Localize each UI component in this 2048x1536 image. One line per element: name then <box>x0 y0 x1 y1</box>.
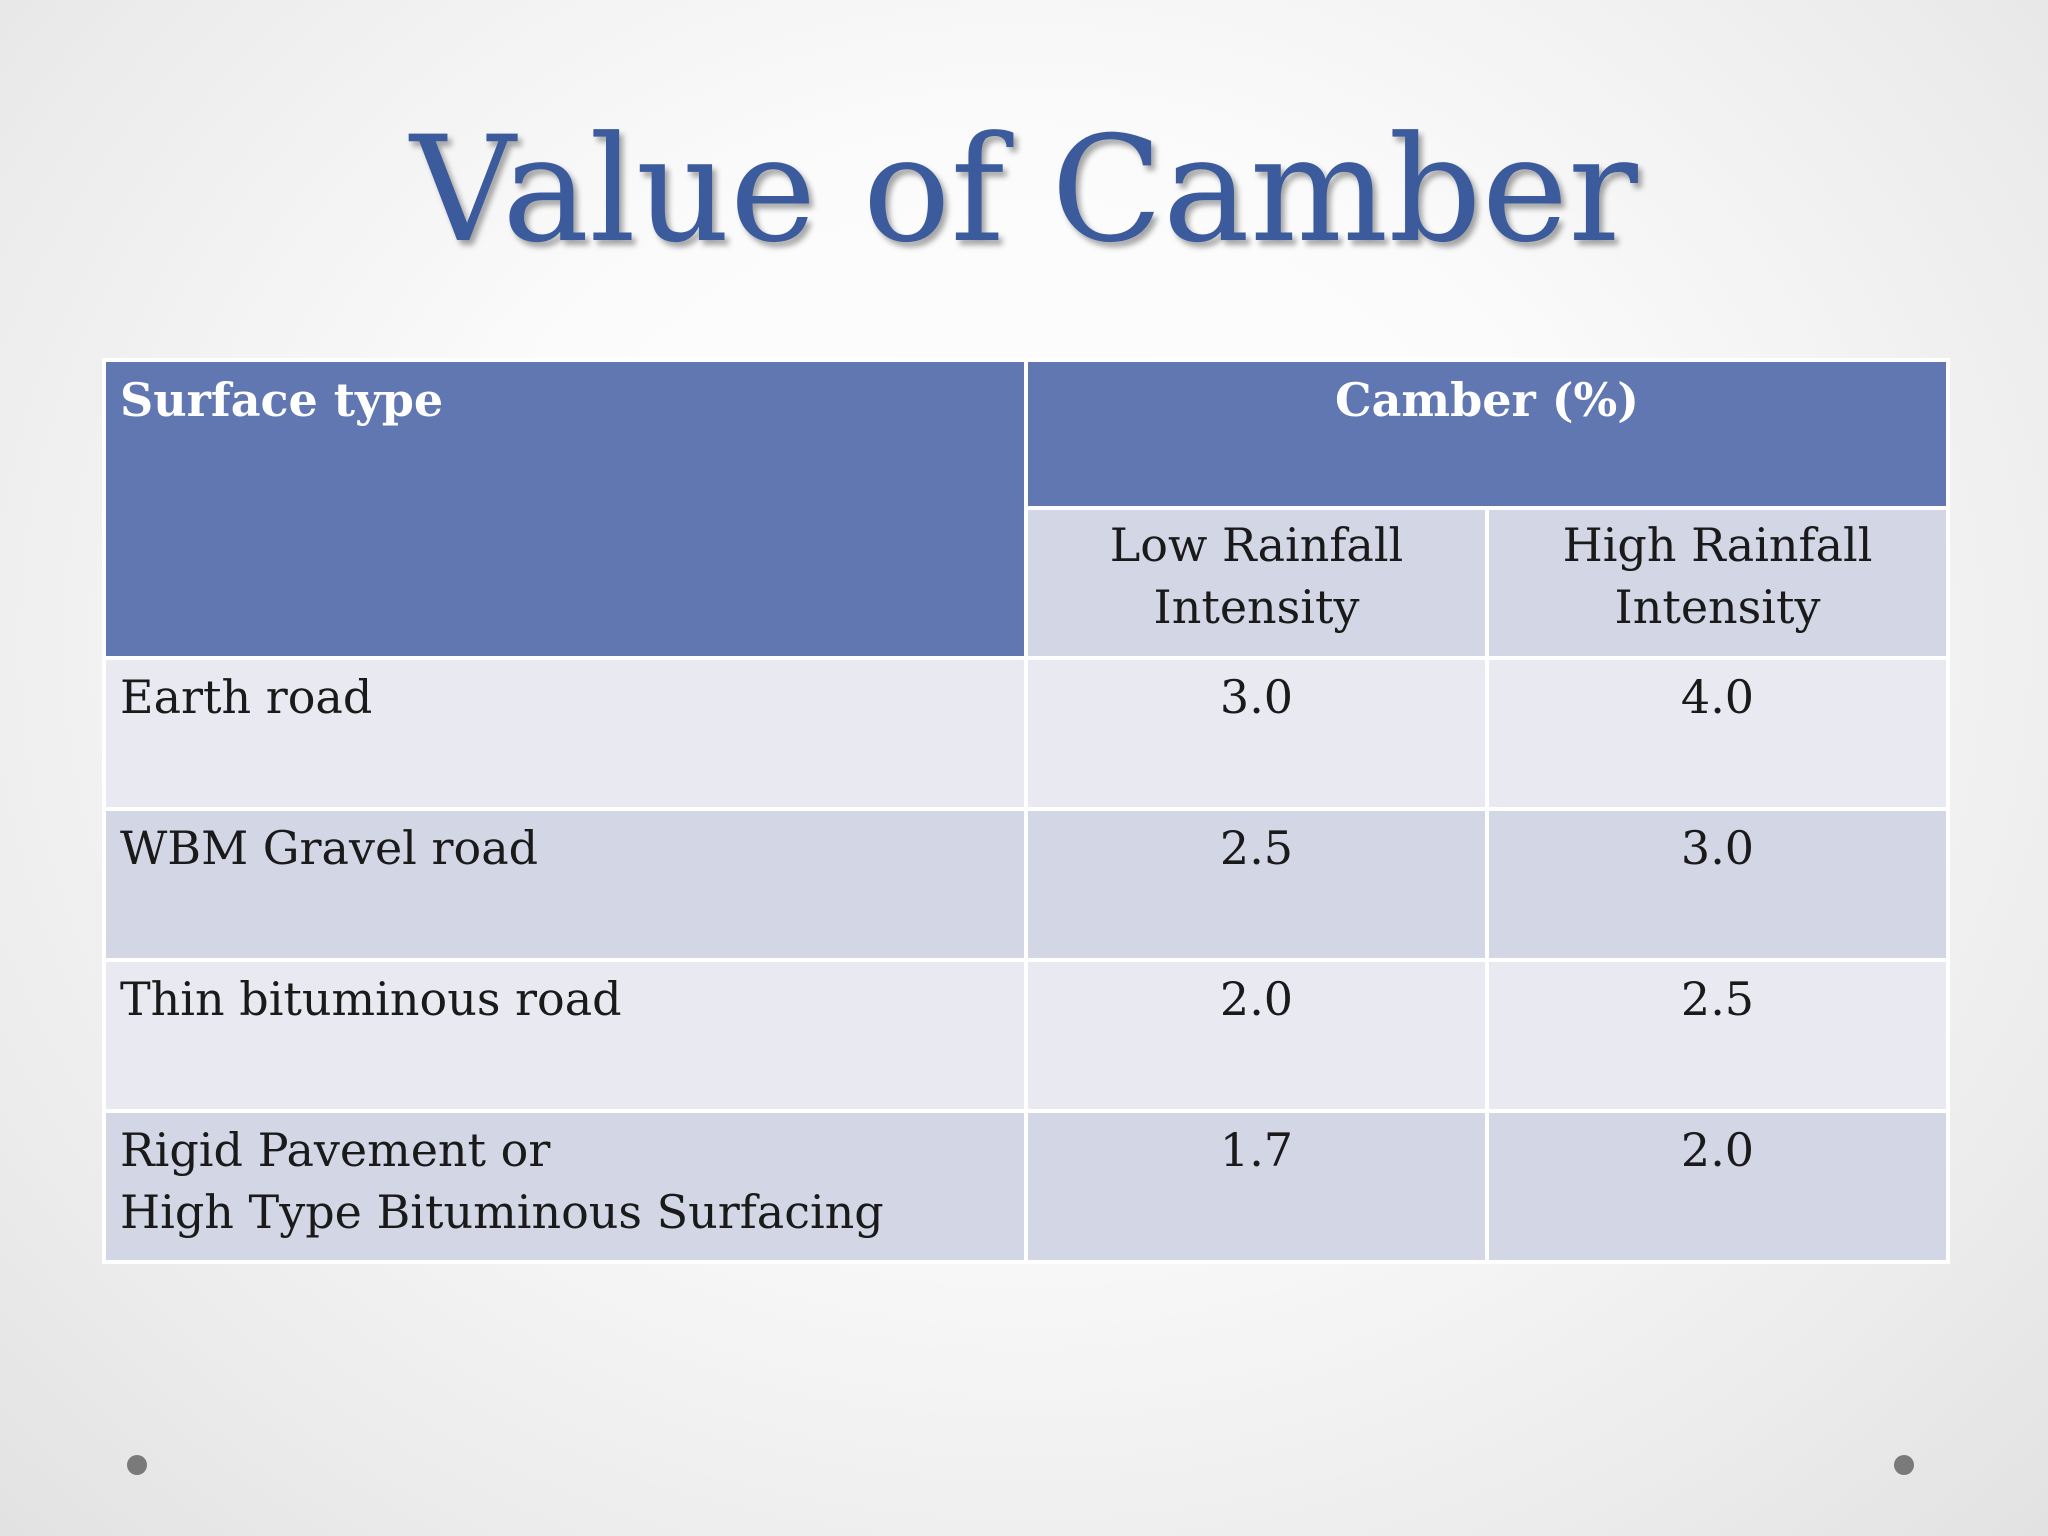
high-rainfall-header: High Rainfall Intensity <box>1484 506 1951 660</box>
surface-type-line: WBM Gravel road <box>120 821 539 875</box>
decorative-dot-right <box>1894 1455 1914 1475</box>
low-rainfall-value: 1.7 <box>1024 1109 1489 1264</box>
high-rainfall-header-line: High Rainfall <box>1562 518 1873 572</box>
low-rainfall-header-line: Intensity <box>1153 580 1360 634</box>
surface-type-cell: Earth road <box>102 656 1028 811</box>
table-row: Earth road 3.0 4.0 <box>102 656 1951 811</box>
camber-table: Surface type Camber (%) Low Rainfall Int… <box>102 358 1951 1264</box>
table-header-row: Surface type Camber (%) <box>102 358 1951 660</box>
high-rainfall-value: 2.5 <box>1484 958 1951 1113</box>
surface-type-cell: Thin bituminous road <box>102 958 1028 1113</box>
surface-type-line: Earth road <box>120 670 373 724</box>
surface-type-header: Surface type <box>102 358 1028 660</box>
high-rainfall-value: 2.0 <box>1484 1109 1951 1264</box>
surface-type-line: Thin bituminous road <box>120 972 622 1026</box>
low-rainfall-value: 2.0 <box>1024 958 1489 1113</box>
slide-title: Value of Camber <box>410 105 1638 275</box>
table-subheader-row: Low Rainfall Intensity High Rainfall Int… <box>104 506 1951 660</box>
low-rainfall-header: Low Rainfall Intensity <box>1024 506 1489 660</box>
table-row: WBM Gravel road 2.5 3.0 <box>102 807 1951 962</box>
high-rainfall-value: 4.0 <box>1484 656 1951 811</box>
low-rainfall-header-line: Low Rainfall <box>1109 518 1404 572</box>
decorative-dot-left <box>127 1455 147 1475</box>
low-rainfall-value: 2.5 <box>1024 807 1489 962</box>
table-row: Thin bituminous road 2.0 2.5 <box>102 958 1951 1113</box>
surface-type-line: High Type Bituminous Surfacing <box>120 1185 884 1239</box>
high-rainfall-header-line: Intensity <box>1614 580 1821 634</box>
camber-header: Camber (%) <box>1023 358 1951 510</box>
high-rainfall-value: 3.0 <box>1484 807 1951 962</box>
table-row: Rigid Pavement or High Type Bituminous S… <box>102 1109 1951 1264</box>
low-rainfall-value: 3.0 <box>1024 656 1489 811</box>
surface-type-cell: Rigid Pavement or High Type Bituminous S… <box>102 1109 1028 1264</box>
surface-type-cell: WBM Gravel road <box>102 807 1028 962</box>
surface-type-line: Rigid Pavement or <box>120 1123 551 1177</box>
